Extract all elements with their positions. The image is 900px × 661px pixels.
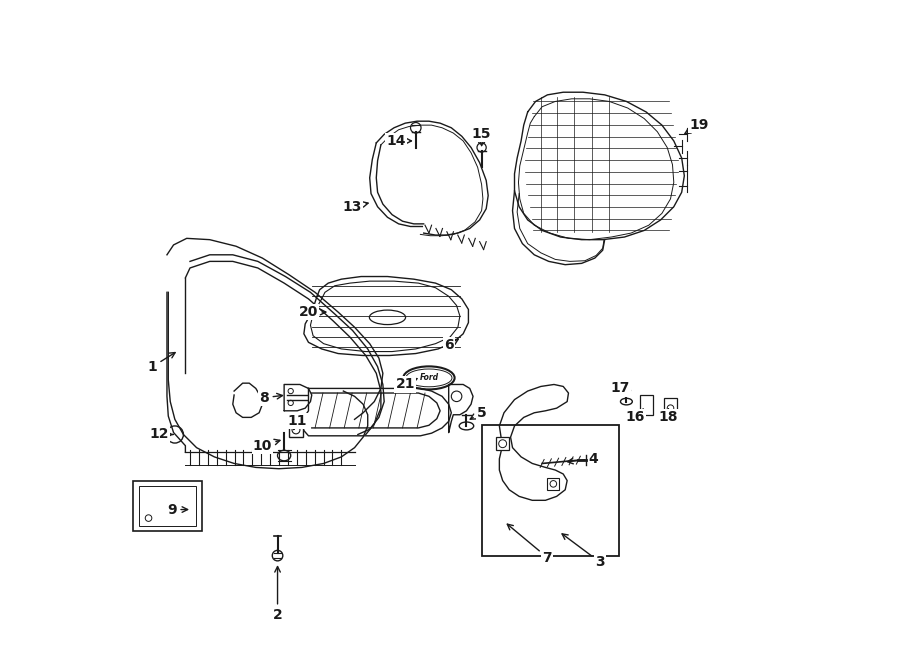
Text: 6: 6 [444, 338, 458, 352]
Text: 7: 7 [508, 524, 553, 564]
Bar [289, 422, 303, 437]
Text: 17: 17 [610, 381, 629, 397]
FancyBboxPatch shape [139, 486, 196, 526]
Text: 20: 20 [299, 305, 326, 319]
Text: 11: 11 [287, 414, 307, 430]
FancyBboxPatch shape [133, 481, 202, 531]
Text: 14: 14 [386, 134, 411, 148]
Text: 21: 21 [395, 377, 417, 391]
Text: 2: 2 [273, 566, 283, 622]
Text: 12: 12 [149, 428, 173, 442]
Text: 15: 15 [472, 128, 491, 145]
Bar [640, 395, 652, 414]
Text: 8: 8 [259, 391, 283, 405]
Bar [664, 399, 677, 414]
Text: Ford: Ford [419, 373, 438, 383]
Bar [496, 437, 509, 450]
Bar [547, 478, 559, 490]
Text: 10: 10 [253, 439, 280, 453]
Text: 4: 4 [568, 452, 598, 466]
Text: 16: 16 [626, 409, 645, 424]
Bar [482, 425, 618, 556]
Text: 1: 1 [148, 352, 176, 373]
Text: 13: 13 [343, 200, 368, 214]
Text: 9: 9 [167, 502, 187, 516]
Text: 18: 18 [659, 409, 679, 424]
Text: 3: 3 [562, 534, 605, 569]
Text: 19: 19 [685, 118, 708, 134]
Text: 5: 5 [470, 406, 487, 420]
